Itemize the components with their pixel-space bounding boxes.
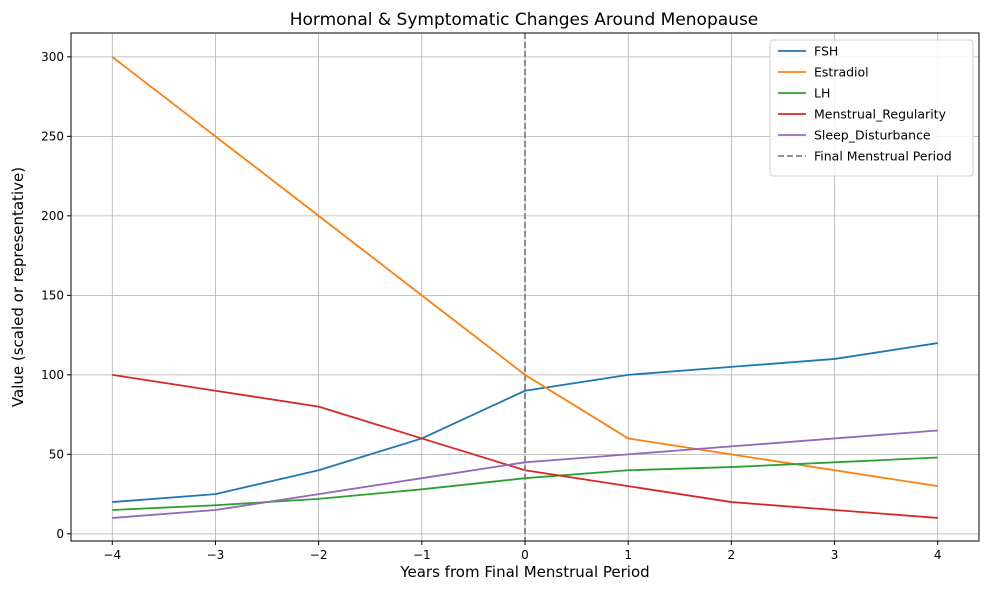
y-tick-label: 150: [41, 288, 64, 302]
x-tick-label: −3: [207, 548, 225, 562]
x-tick-label: 2: [728, 548, 736, 562]
x-tick-label: 0: [521, 548, 529, 562]
x-axis-ticks: −4 −3 −2 −1 0 1 2 3 4: [103, 541, 942, 562]
plot-frame: [70, 32, 980, 542]
legend-box: [769, 39, 974, 177]
y-tick-label: 0: [56, 527, 64, 541]
legend-label: Menstrual_Regularity: [814, 107, 947, 122]
x-axis-label: Years from Final Menstrual Period: [399, 563, 649, 581]
y-axis-ticks: 0 50 100 150 200 250 300: [41, 50, 71, 541]
series-lines: [111, 56, 938, 519]
legend-label: Final Menstrual Period: [814, 149, 952, 164]
legend-label: LH: [814, 86, 830, 101]
y-tick-label: 100: [41, 368, 64, 382]
chart-title: Hormonal & Symptomatic Changes Around Me…: [290, 10, 759, 30]
series-line-fsh: [112, 342, 938, 503]
x-tick-label: −1: [413, 548, 431, 562]
x-tick-label: 3: [831, 548, 839, 562]
y-tick-label: 300: [41, 50, 64, 64]
legend-label: Sleep_Disturbance: [814, 128, 931, 143]
y-tick-label: 250: [41, 129, 64, 143]
y-tick-label: 50: [49, 447, 64, 461]
x-tick-label: −2: [310, 548, 328, 562]
x-tick-label: 4: [934, 548, 942, 562]
legend: FSH Estradiol LH Menstrual_Regularity Sleep_…: [769, 39, 974, 177]
y-axis-label: Value (scaled or representative): [9, 167, 27, 407]
series-line-sleep-disturbance: [112, 429, 938, 519]
legend-label: FSH: [814, 44, 838, 59]
legend-label: Estradiol: [814, 65, 869, 80]
y-tick-label: 200: [41, 209, 64, 223]
series-line-estradiol: [111, 56, 938, 488]
x-tick-label: 1: [624, 548, 632, 562]
x-tick-label: −4: [103, 548, 121, 562]
